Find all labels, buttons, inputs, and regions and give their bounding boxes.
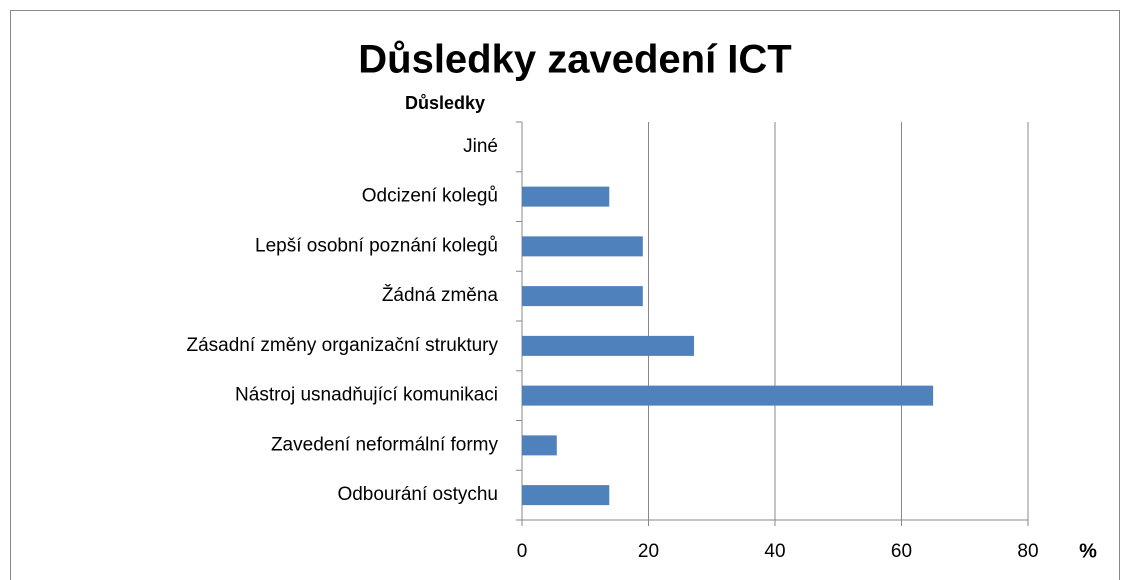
x-axis-title: % [1079, 540, 1097, 562]
y-tick-label: Odcizení kolegů [362, 186, 498, 207]
y-tick-label: Zásadní změny organizační struktury [186, 335, 498, 356]
bar [522, 186, 610, 207]
x-tick-label: 20 [638, 541, 659, 562]
y-tick-label: Lepší osobní poznání kolegů [255, 235, 498, 256]
bar [522, 435, 557, 456]
x-tick-label: 0 [517, 541, 528, 562]
chart-title: Důsledky zavedení ICT [358, 38, 791, 82]
x-tick-label: 60 [891, 541, 912, 562]
chart-border [10, 10, 1120, 580]
bar [522, 335, 695, 356]
y-tick-label: Žádná změna [382, 284, 499, 306]
y-tick-label: Jiné [463, 136, 498, 157]
bar [522, 286, 643, 307]
x-tick-label: 80 [1017, 541, 1038, 562]
y-tick-label: Zavedení neformální formy [271, 434, 499, 455]
y-tick-label: Odbourání ostychu [337, 484, 498, 505]
x-tick-label: 40 [764, 541, 785, 562]
bar [522, 385, 934, 406]
bar [522, 485, 610, 506]
y-tick-label: Nástroj usnadňující komunikaci [235, 385, 498, 406]
bar [522, 236, 643, 257]
y-axis-title: Důsledky [405, 93, 485, 113]
